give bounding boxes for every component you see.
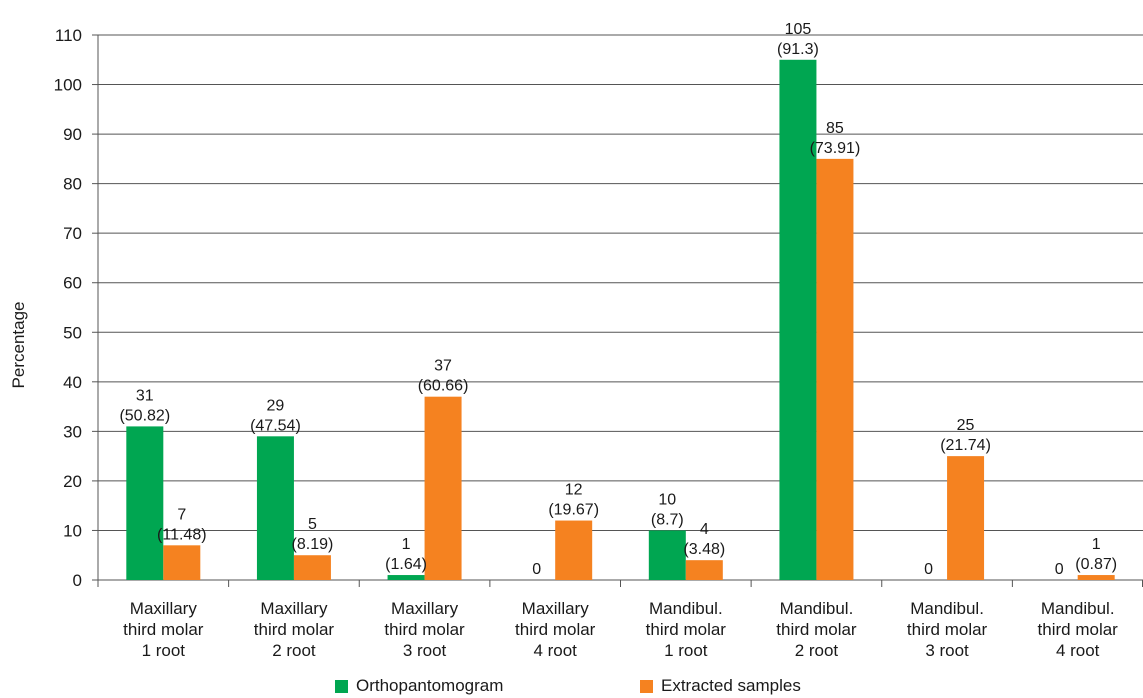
data-label: 0 bbox=[532, 561, 541, 578]
bar-orthopantomogram bbox=[256, 436, 294, 580]
x-category-label: third molar bbox=[384, 620, 465, 639]
x-category-label: third molar bbox=[515, 620, 596, 639]
data-label: (0.87) bbox=[1075, 556, 1117, 573]
data-labels: 31 (50.82) 7 (11.48) 29 (47.54) 5 (8.19) 1 (1.64)… bbox=[119, 21, 1117, 578]
x-category-label: 1 root bbox=[142, 641, 186, 660]
data-label: 7 bbox=[177, 506, 186, 523]
x-category-label: third molar bbox=[123, 620, 204, 639]
y-tick-label: 60 bbox=[63, 274, 82, 293]
y-axis-label: Percentage bbox=[9, 302, 28, 389]
y-tick-label: 110 bbox=[55, 26, 82, 45]
legend-label-orthopantomogram: Orthopantomogram bbox=[356, 676, 504, 695]
y-tick-label: 90 bbox=[63, 125, 82, 144]
legend-label-extracted-samples: Extracted samples bbox=[661, 676, 801, 695]
data-label: 1 bbox=[402, 536, 411, 553]
bar-extracted-samples bbox=[555, 520, 593, 580]
data-label: (19.67) bbox=[548, 502, 599, 519]
data-label: (1.64) bbox=[385, 556, 427, 573]
x-category-label: Maxillary bbox=[260, 599, 328, 618]
y-tick-label: 50 bbox=[63, 323, 82, 342]
data-label: 0 bbox=[1055, 561, 1064, 578]
data-label: 1 bbox=[1092, 536, 1101, 553]
x-category-label: Maxillary bbox=[130, 599, 198, 618]
data-label: (91.3) bbox=[777, 41, 819, 58]
bar-extracted-samples bbox=[163, 545, 201, 580]
y-tick-label: 70 bbox=[63, 224, 82, 243]
bar-extracted-samples bbox=[1077, 575, 1115, 580]
x-category-label: third molar bbox=[254, 620, 335, 639]
data-label: 85 bbox=[826, 120, 844, 137]
x-category-label: third molar bbox=[646, 620, 727, 639]
x-category-label: 2 root bbox=[272, 641, 316, 660]
x-category-label: Mandibul. bbox=[649, 599, 723, 618]
y-tick-label: 80 bbox=[63, 175, 82, 194]
x-category-label: Maxillary bbox=[522, 599, 590, 618]
x-category-label: 2 root bbox=[795, 641, 839, 660]
data-label: 0 bbox=[924, 561, 933, 578]
bar-extracted-samples bbox=[816, 158, 854, 580]
data-label: (3.48) bbox=[683, 541, 725, 558]
legend-swatch-orange bbox=[640, 679, 653, 693]
x-category-label: 3 root bbox=[403, 641, 447, 660]
bar-orthopantomogram bbox=[648, 530, 686, 580]
data-label: (21.74) bbox=[940, 437, 991, 454]
x-category-label: Mandibul. bbox=[1041, 599, 1115, 618]
data-label: (73.91) bbox=[810, 140, 861, 157]
bar-extracted-samples bbox=[947, 456, 985, 580]
x-category-label: third molar bbox=[776, 620, 857, 639]
data-label: (8.19) bbox=[292, 536, 334, 553]
x-category-label: third molar bbox=[1038, 620, 1119, 639]
y-tick-label: 20 bbox=[63, 472, 82, 491]
data-label: (47.54) bbox=[250, 417, 301, 434]
gridlines bbox=[98, 34, 1143, 531]
data-label: (11.48) bbox=[157, 526, 207, 543]
bar-extracted-samples bbox=[424, 396, 462, 580]
data-label: 29 bbox=[267, 397, 285, 414]
y-tick-label: 30 bbox=[63, 422, 82, 441]
legend-item-extracted-samples: Extracted samples bbox=[640, 676, 801, 696]
bar-orthopantomogram bbox=[387, 575, 425, 580]
data-label: 37 bbox=[434, 358, 452, 375]
data-label: 4 bbox=[700, 521, 709, 538]
bar-orthopantomogram bbox=[126, 426, 164, 580]
x-category-label: Maxillary bbox=[391, 599, 459, 618]
x-category-label: 1 root bbox=[664, 641, 708, 660]
data-label: 5 bbox=[308, 516, 317, 533]
x-category-label: Mandibul. bbox=[780, 599, 854, 618]
bar-extracted-samples bbox=[685, 560, 723, 580]
y-tick-label: 100 bbox=[54, 76, 82, 95]
data-label: 105 bbox=[785, 21, 812, 38]
bars bbox=[126, 59, 1115, 581]
legend-swatch-green bbox=[335, 679, 348, 693]
x-category-label: 4 root bbox=[1056, 641, 1100, 660]
legend: Orthopantomogram Extracted samples bbox=[0, 674, 1143, 698]
data-label: (8.7) bbox=[651, 511, 684, 528]
data-label: (50.82) bbox=[119, 407, 170, 424]
data-label: (60.66) bbox=[418, 378, 469, 395]
legend-item-orthopantomogram: Orthopantomogram bbox=[335, 676, 503, 696]
x-category-label: 4 root bbox=[533, 641, 577, 660]
data-label: 10 bbox=[658, 491, 676, 508]
data-label: 31 bbox=[136, 387, 154, 404]
x-category-label: Mandibul. bbox=[910, 599, 984, 618]
y-tick-label: 10 bbox=[63, 521, 82, 540]
x-category-label: third molar bbox=[907, 620, 988, 639]
data-label: 12 bbox=[565, 482, 583, 499]
bar-extracted-samples bbox=[293, 555, 331, 580]
bar-orthopantomogram bbox=[779, 59, 817, 581]
y-tick-label: 0 bbox=[73, 571, 82, 590]
y-tick-label: 40 bbox=[63, 373, 82, 392]
category-labels: Maxillary third molar 1 root Maxillary third… bbox=[123, 599, 1118, 660]
x-category-label: 3 root bbox=[925, 641, 969, 660]
data-label: 25 bbox=[957, 417, 975, 434]
